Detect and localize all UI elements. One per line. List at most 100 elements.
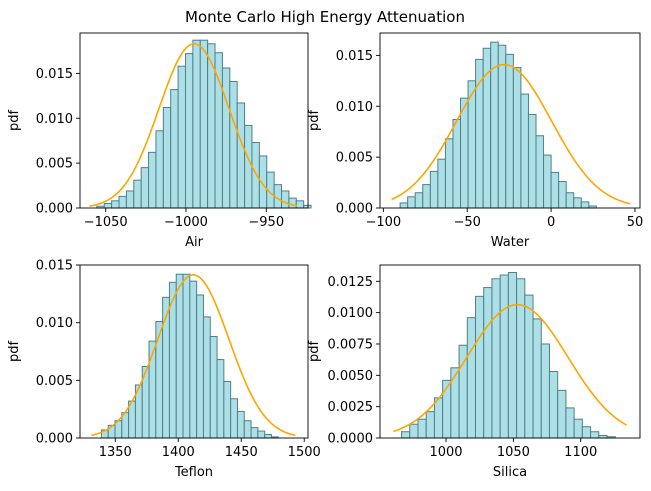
histogram-bar: [244, 124, 253, 209]
histogram-bar: [264, 434, 272, 439]
histogram-bar: [250, 427, 259, 439]
subplot-water: −100 −50 0 50 0.000 0.005 0.010 0.015 Water pdf: [307, 32, 644, 250]
x-tick-label: 1450: [225, 445, 258, 460]
y-tick-label: 0.0125: [328, 275, 374, 290]
histogram-bar: [527, 113, 537, 209]
axes-frame: [379, 32, 641, 209]
histogram-bar: [196, 294, 204, 439]
y-tick-label: 0.000: [36, 202, 73, 217]
x-tick-label: 1500: [288, 445, 321, 460]
normal-fit-curve: [391, 63, 631, 205]
normal-fit-curve: [89, 43, 297, 207]
histogram-bar: [507, 272, 518, 439]
histogram-bar: [466, 317, 477, 439]
histogram-bar: [170, 89, 179, 209]
histogram-bar: [251, 141, 260, 209]
histogram-bar: [558, 181, 567, 209]
axes-frame: [79, 32, 309, 209]
histogram-bar: [401, 431, 411, 439]
histogram-bar: [199, 39, 209, 209]
histogram-bar: [516, 278, 526, 439]
y-tick-label: 0.0075: [328, 337, 374, 352]
x-tick-label: −1050: [84, 215, 128, 230]
y-tick-label: 0.010: [36, 316, 73, 331]
normal-fit-curve: [393, 303, 627, 433]
histogram-bar: [535, 135, 545, 209]
axes-frame: [79, 264, 309, 439]
histogram-bar: [437, 158, 446, 209]
subplot-air: −1050 −1000 −950 0.000 0.005 0.010 0.015 Air pdf: [7, 32, 312, 250]
histogram-bar: [175, 273, 184, 439]
histogram-bar: [257, 430, 266, 439]
histogram-bar: [409, 423, 419, 439]
histogram-bar: [192, 39, 201, 209]
histogram-bar: [133, 179, 142, 209]
histogram-bar: [580, 201, 590, 209]
histogram-bar: [417, 418, 427, 439]
subplot-silica: 1000 1050 1100 0.0000 0.0025 0.0050 0.0075 0.01…: [307, 264, 641, 480]
histogram-bar: [189, 280, 198, 439]
y-tick-label: 0.015: [36, 259, 73, 274]
histogram-bar: [118, 195, 127, 209]
histogram-bar: [429, 170, 439, 209]
histogram-bar: [177, 65, 186, 209]
histogram-bar: [460, 97, 469, 209]
histogram-bar: [162, 106, 172, 209]
x-tick-label: 0: [547, 215, 555, 230]
histogram-bar: [202, 316, 211, 439]
y-tick-label: 0.010: [36, 112, 73, 127]
histogram-bar: [565, 192, 575, 209]
axes-frame: [379, 264, 641, 439]
x-tick-label: −950: [248, 215, 284, 230]
x-tick-label: 1000: [429, 445, 462, 460]
histogram-bar: [573, 418, 583, 439]
histogram-bars: [399, 41, 597, 209]
histogram-bar: [229, 80, 238, 209]
histogram-bar: [540, 343, 550, 439]
histogram-bar: [550, 171, 560, 209]
histogram-bar: [532, 318, 542, 439]
histogram-bar: [573, 197, 582, 209]
histogram-bar: [214, 52, 223, 209]
histogram-bar: [497, 44, 507, 209]
y-axis-label: pdf: [7, 341, 22, 363]
histogram-bar: [281, 190, 290, 209]
histogram-bar: [414, 192, 424, 209]
y-tick-label: 0.005: [36, 374, 73, 389]
histogram-bar: [288, 197, 297, 209]
histogram-bar: [209, 336, 218, 439]
histogram-bar: [499, 274, 509, 439]
y-tick-label: 0.010: [336, 100, 373, 115]
x-axis-label: Silica: [493, 465, 527, 480]
histogram-bar: [425, 411, 435, 439]
histogram-bar: [475, 295, 485, 439]
histogram-bar: [433, 397, 444, 439]
x-axis-label: Teflon: [174, 465, 213, 480]
histogram-bar: [140, 167, 150, 209]
histogram-bar: [125, 190, 135, 209]
figure-title: Monte Carlo High Energy Attenuation: [185, 8, 465, 26]
y-axis-label: pdf: [307, 341, 322, 363]
histogram-bar: [399, 202, 409, 209]
histogram-bar: [524, 294, 534, 439]
x-tick-label: 1100: [564, 445, 597, 460]
y-tick-label: 0.0000: [328, 432, 374, 447]
histogram-bar: [422, 184, 431, 209]
y-tick-label: 0.005: [36, 157, 73, 172]
histogram-bar: [155, 130, 164, 209]
y-tick-label: 0.0025: [328, 400, 374, 415]
histogram-bar: [557, 389, 567, 439]
histogram-bar: [483, 287, 493, 439]
histogram-bar: [236, 102, 246, 209]
histogram-bar: [295, 200, 305, 209]
x-tick-label: −100: [365, 215, 401, 230]
histogram-bar: [581, 426, 592, 439]
x-tick-label: 50: [627, 215, 644, 230]
y-tick-label: 0.0050: [328, 369, 374, 384]
histogram-bar: [223, 380, 232, 439]
x-tick-label: −1000: [164, 215, 208, 230]
histogram-bar: [182, 273, 191, 439]
histogram-bar: [148, 151, 157, 209]
histogram-bar: [221, 67, 231, 209]
